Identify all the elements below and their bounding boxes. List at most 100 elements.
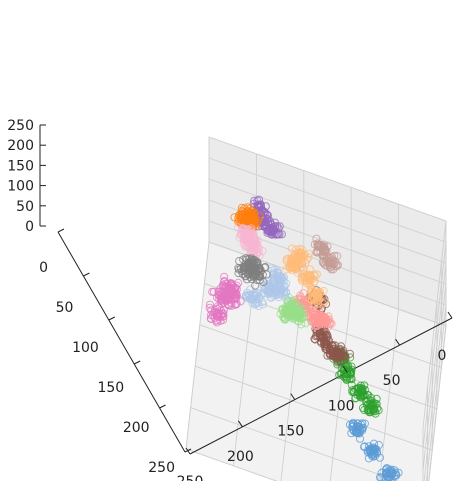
scatter-point [205, 300, 215, 309]
wall-y-gridline-horizontal [208, 136, 447, 222]
scatter-point [281, 288, 291, 297]
scatter-point [256, 201, 265, 210]
scatter-point [305, 265, 314, 274]
x-tick-label: 250 [177, 474, 204, 481]
scatter-point [320, 312, 329, 321]
scatter-series [205, 272, 245, 327]
scatter-point [323, 322, 333, 331]
scatter-point [275, 230, 284, 239]
scatter-point [316, 312, 325, 321]
scatter-point [312, 248, 321, 257]
scatter-point [269, 230, 279, 239]
scatter-point [251, 300, 260, 309]
scatter-point [221, 294, 230, 303]
scatter-point [218, 309, 227, 318]
y-tick-label: 100 [72, 340, 99, 356]
scatter-point [271, 278, 280, 287]
scatter-point [349, 420, 358, 429]
scatter-point [304, 275, 313, 284]
scatter-series [345, 418, 403, 481]
y-tick-mark [83, 272, 90, 277]
scatter-point [261, 262, 270, 272]
floor-gridline-y [185, 448, 278, 481]
floor-gridline-x [329, 292, 352, 481]
x-tick-label: 0 [438, 348, 447, 364]
scatter-series [282, 244, 329, 309]
x-tick-mark [395, 338, 401, 346]
tick-labels: 0 50 100 150 200 250 0 50 100 150 200 250 0 50 100 150 2… [7, 118, 453, 481]
scatter-point [317, 313, 326, 322]
scatter-point [251, 281, 260, 290]
scatter-point [311, 271, 320, 281]
scatter-point [358, 419, 367, 428]
scatter-point [276, 309, 285, 318]
scatter-point [212, 293, 222, 302]
scatter-point [333, 347, 342, 357]
scatter-point [387, 465, 396, 474]
scatter-point [321, 344, 330, 353]
z-tick-label: 100 [7, 179, 34, 195]
scatter-point [308, 291, 317, 300]
floor-gridline-x [379, 309, 400, 481]
scatter-point [237, 224, 247, 233]
wall-x-gridline-horizontal [422, 262, 447, 471]
scatter-point [255, 276, 264, 285]
wall-x-gridline-horizontal [422, 241, 447, 450]
scatter-point [241, 272, 250, 281]
scatter-point [220, 276, 229, 286]
scatter-point [282, 265, 291, 274]
scatter-series [310, 234, 343, 274]
scatter-point [268, 225, 277, 234]
x-tick-mark [237, 420, 243, 428]
scatter-point [369, 450, 378, 459]
scatter-point [385, 470, 394, 479]
scatter-point [275, 281, 284, 290]
x-tick-mark [342, 366, 348, 373]
scatter-point [320, 297, 329, 306]
scatter-point [304, 249, 313, 258]
y-tick-label: 0 [39, 260, 48, 276]
scatter-point [282, 294, 291, 303]
scatter-point [253, 289, 262, 299]
scatter-point [316, 318, 325, 327]
floor-gridline-y [199, 324, 437, 410]
scatter-point [322, 339, 331, 348]
scatter-point [263, 226, 272, 235]
floor-gridline-y [195, 365, 433, 451]
scatter-point [297, 275, 306, 284]
scatter-point [392, 471, 401, 480]
scatter-point [235, 233, 244, 242]
scatter-point [365, 408, 374, 417]
scatter-point [377, 468, 386, 477]
scatter-point [394, 468, 403, 477]
scatter-point [311, 316, 320, 325]
scatter-series [241, 264, 291, 311]
scatter-point [301, 319, 310, 328]
x-tick-label: 200 [227, 449, 254, 465]
scatter-point [248, 240, 257, 249]
x-tick-mark [447, 311, 453, 319]
y-tick-label: 150 [97, 380, 124, 396]
scatter-point [319, 299, 328, 308]
scatter-point [269, 224, 278, 233]
scatter-point [304, 253, 313, 262]
scatter-point [233, 223, 243, 232]
x-tick-label: 100 [328, 398, 355, 414]
axis-lines [39, 125, 453, 455]
z-tick-label: 50 [16, 199, 34, 215]
y-tick-label: 50 [56, 300, 74, 316]
scatter-point [310, 295, 319, 304]
scatter-point [329, 265, 338, 274]
scatter-point [369, 439, 379, 448]
wall-y-gridline-horizontal [208, 178, 447, 264]
scatter-point [289, 310, 298, 319]
scatter-point [292, 255, 301, 265]
scatter-point [255, 264, 264, 273]
scatter-point [320, 248, 329, 257]
scatter-point [248, 270, 257, 279]
scatter-series [234, 254, 271, 290]
scatter-point [322, 317, 331, 326]
scatter-point [295, 244, 304, 254]
